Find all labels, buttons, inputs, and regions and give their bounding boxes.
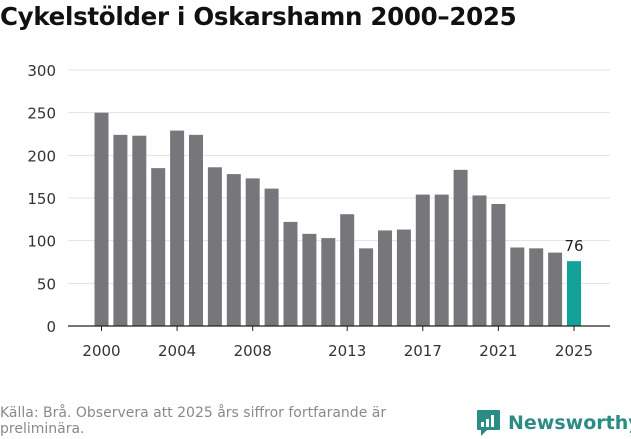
y-tick-label: 300 bbox=[27, 62, 56, 80]
bar-2006 bbox=[207, 167, 222, 326]
bar-2001 bbox=[113, 134, 128, 326]
bar-2022 bbox=[510, 247, 525, 326]
bar-2017 bbox=[415, 194, 430, 326]
bar-2015 bbox=[378, 230, 392, 326]
bar-2008 bbox=[245, 178, 260, 326]
y-axis-labels: 0 50 100 150 200 250 300 bbox=[27, 62, 56, 336]
bar-2016 bbox=[396, 229, 411, 326]
bar-2004 bbox=[170, 130, 185, 326]
x-tick-label: 2021 bbox=[479, 342, 517, 360]
bar-2010 bbox=[283, 221, 298, 326]
bar-2005 bbox=[189, 134, 203, 326]
bar-2007 bbox=[226, 174, 241, 326]
bar-2023 bbox=[529, 248, 544, 326]
newsworthy-logo-icon bbox=[477, 410, 500, 436]
y-tick-label: 0 bbox=[46, 318, 56, 336]
bar-2013 bbox=[340, 214, 355, 326]
brand-name: Newsworthy bbox=[508, 412, 631, 434]
x-tick-label: 2025 bbox=[555, 342, 593, 360]
source-note: Källa: Brå. Observera att 2025 års siffr… bbox=[0, 405, 387, 437]
y-tick-label: 250 bbox=[27, 105, 56, 123]
brand-logo[interactable]: Newsworthy bbox=[476, 408, 631, 438]
gridlines bbox=[68, 69, 610, 284]
bar-2020 bbox=[472, 195, 487, 326]
bar-2000 bbox=[94, 112, 109, 327]
chart-title: Cykelstölder i Oskarshamn 2000–2025 bbox=[0, 2, 517, 31]
bar-2024 bbox=[548, 252, 563, 326]
data-label-2025: 76 bbox=[564, 237, 583, 255]
y-tick-label: 150 bbox=[27, 190, 56, 208]
x-tick-label: 2013 bbox=[328, 342, 366, 360]
bar-2011 bbox=[302, 233, 317, 326]
bar-2025 bbox=[567, 261, 581, 326]
y-tick-label: 200 bbox=[27, 147, 56, 165]
bars bbox=[94, 112, 581, 327]
x-tick-label: 2004 bbox=[158, 342, 196, 360]
x-axis-labels: 2000 2004 2008 2013 2017 2021 2025 bbox=[82, 326, 593, 360]
bar-2014 bbox=[359, 248, 374, 326]
y-tick-label: 100 bbox=[27, 233, 56, 251]
bar-2009 bbox=[264, 188, 279, 326]
bar-2002 bbox=[132, 135, 147, 326]
bar-2021 bbox=[491, 203, 506, 326]
bar-2018 bbox=[434, 194, 449, 326]
bar-2003 bbox=[151, 168, 166, 326]
y-tick-label: 50 bbox=[37, 275, 56, 293]
x-tick-label: 2000 bbox=[82, 342, 120, 360]
bar-2012 bbox=[321, 238, 336, 326]
x-tick-label: 2017 bbox=[404, 342, 442, 360]
data-labels: 76 bbox=[564, 237, 583, 255]
x-tick-label: 2008 bbox=[234, 342, 272, 360]
bar-2019 bbox=[453, 169, 468, 326]
